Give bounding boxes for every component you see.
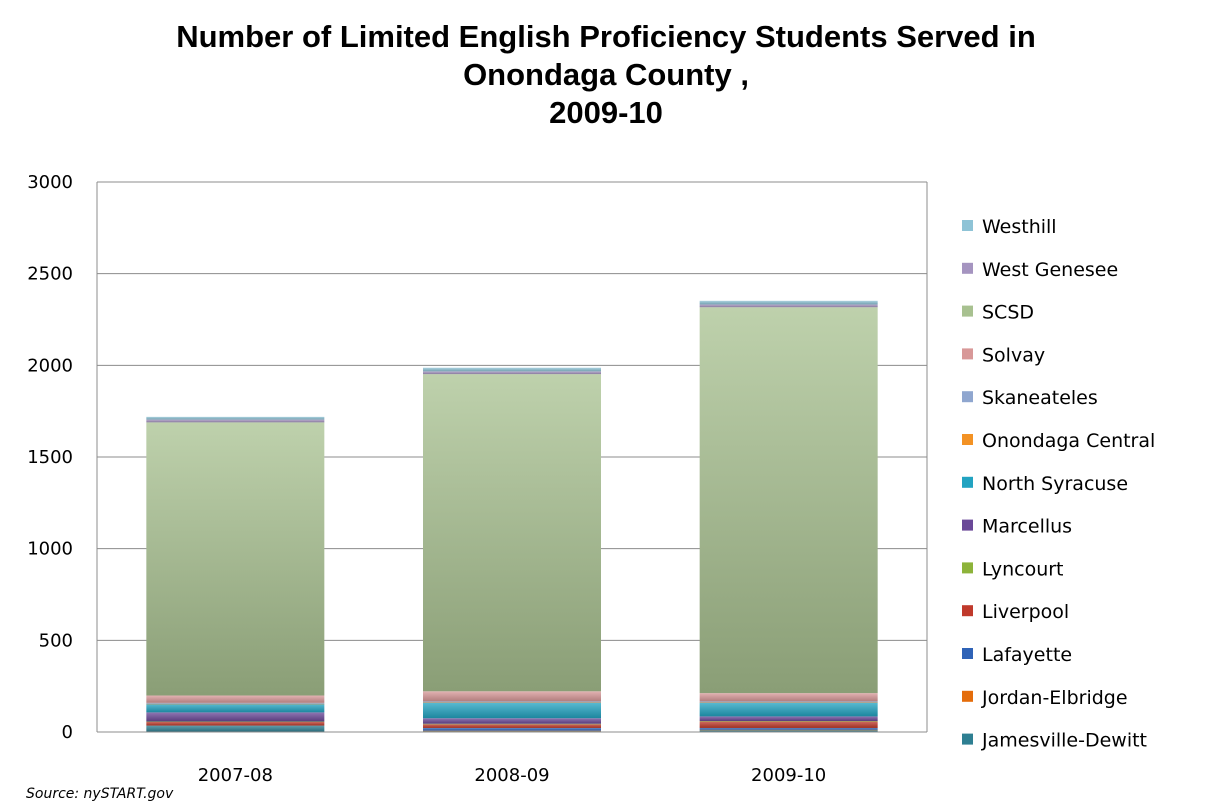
bar-segment-marcellus-2007-08 (146, 712, 325, 722)
bar-segment-north-syracuse-2008-09 (423, 702, 601, 719)
bar-segment-solvay-2007-08 (146, 695, 325, 703)
legend-label: Jordan-Elbridge (981, 687, 1128, 709)
legend-label: Liverpool (982, 601, 1069, 623)
bar-segment-scsd-2007-08 (146, 422, 325, 696)
bar-segment-liverpool-2009-10 (699, 721, 878, 728)
source-note: Source: nySTART.gov (26, 786, 174, 802)
y-axis-ticks: 0 500 1000 1500 2000 2500 3000 (27, 172, 73, 743)
bar-segment-lyncourt-2008-09 (423, 723, 601, 725)
chart-title-line-1: Number of Limited English Proficiency St… (176, 19, 1036, 54)
bar-segment-liverpool-2008-09 (423, 724, 601, 728)
legend-swatch (962, 262, 973, 274)
legend-item-lafayette: Lafayette (962, 644, 1072, 666)
bar-segment-jamesville-dewitt-2009-10 (699, 730, 878, 732)
legend-swatch (962, 733, 973, 745)
bar-segment-lyncourt-2009-10 (699, 721, 878, 722)
legend-swatch (962, 391, 973, 403)
legend-label: Onondaga Central (982, 430, 1155, 452)
y-tick-label: 1000 (27, 539, 73, 560)
legend-item-lyncourt: Lyncourt (962, 558, 1064, 580)
y-tick-label: 500 (39, 630, 73, 651)
y-tick-label: 2000 (27, 355, 73, 376)
bar-segment-westhill-2007-08 (146, 416, 325, 420)
legend-item-onondaga-central: Onondaga Central (962, 430, 1155, 452)
bar-segment-lafayette-2008-09 (423, 727, 601, 731)
legend-swatch (962, 434, 973, 445)
y-tick-label: 3000 (27, 172, 73, 193)
legend-item-westhill: Westhill (962, 216, 1057, 238)
bar-segment-westhill-2009-10 (699, 300, 878, 305)
y-tick-label: 2500 (27, 264, 73, 285)
legend-label: Jamesville-Dewitt (981, 730, 1147, 752)
legend-item-jamesville-dewitt: Jamesville-Dewitt (962, 730, 1147, 752)
bar-group (146, 300, 878, 732)
bar-segment-jordan-elbridge-2008-09 (423, 730, 601, 732)
bar-segment-skaneateles-2007-08 (146, 702, 325, 704)
axes (96, 182, 928, 733)
legend-label: Lafayette (982, 644, 1072, 666)
legend-label: Westhill (982, 216, 1057, 238)
bar-segment-skaneateles-2008-09 (423, 701, 601, 703)
legend-item-skaneateles: Skaneateles (962, 387, 1098, 409)
chart-title-line-2: Onondaga County , (463, 57, 749, 92)
bar-segment-scsd-2009-10 (699, 307, 878, 694)
bar-segment-solvay-2009-10 (699, 693, 878, 702)
bar-segment-scsd-2008-09 (423, 374, 601, 692)
bar-segment-marcellus-2008-09 (423, 718, 601, 724)
legend-swatch (962, 220, 973, 231)
bar-segment-jordan-elbridge-2009-10 (699, 729, 878, 731)
legend-item-liverpool: Liverpool (962, 601, 1069, 623)
legend-label: Marcellus (982, 516, 1072, 538)
legend-swatch (962, 519, 973, 531)
bar-segment-westhill-2008-09 (423, 367, 601, 372)
legend-label: SCSD (982, 302, 1034, 324)
bar-segment-north-syracuse-2007-08 (146, 704, 325, 713)
legend-item-scsd: SCSD (962, 302, 1034, 324)
legend-label: Skaneateles (982, 387, 1098, 409)
legend-item-marcellus: Marcellus (962, 516, 1072, 538)
chart-title-line-3: 2009-10 (549, 95, 663, 130)
legend-swatch (962, 605, 973, 617)
legend: Westhill West Genesee SCSD Solvay Skaneatele… (962, 216, 1155, 752)
bar-segment-skaneateles-2009-10 (699, 701, 878, 703)
legend-label: Solvay (982, 344, 1045, 366)
x-tick-label: 2007-08 (198, 765, 273, 786)
legend-item-jordan-elbridge: Jordan-Elbridge (962, 687, 1128, 709)
x-tick-label: 2009-10 (751, 765, 826, 786)
legend-swatch (962, 648, 973, 659)
bar-segment-west-genesee-2007-08 (146, 419, 325, 423)
legend-label: Lyncourt (982, 558, 1064, 580)
bar-stack-2007-08 (146, 416, 325, 732)
legend-item-west-genesee: West Genesee (962, 259, 1118, 281)
bar-segment-jamesville-dewitt-2007-08 (146, 725, 325, 732)
legend-swatch (962, 562, 973, 574)
legend-label: West Genesee (982, 259, 1118, 281)
legend-swatch (962, 348, 973, 360)
legend-swatch (962, 476, 973, 488)
legend-swatch (962, 305, 973, 317)
bar-segment-onondaga-central-2009-10 (699, 702, 878, 703)
bar-segment-lafayette-2009-10 (699, 727, 878, 730)
legend-label: North Syracuse (982, 473, 1128, 495)
x-tick-label: 2008-09 (474, 765, 549, 786)
y-tick-label: 0 (62, 722, 73, 743)
bar-segment-onondaga-central-2008-09 (423, 702, 601, 703)
bar-segment-west-genesee-2009-10 (699, 304, 878, 308)
legend-item-solvay: Solvay (962, 344, 1045, 366)
bar-segment-solvay-2008-09 (423, 691, 601, 702)
bar-segment-west-genesee-2008-09 (423, 371, 601, 375)
x-axis-ticks: 2007-08 2008-09 2009-10 (198, 765, 827, 786)
bar-stack-2009-10 (699, 300, 878, 732)
legend-item-north-syracuse: North Syracuse (962, 473, 1128, 495)
bar-segment-onondaga-central-2007-08 (146, 703, 325, 705)
bar-segment-lyncourt-2007-08 (146, 721, 325, 723)
legend-swatch (962, 690, 973, 702)
bar-stack-2008-09 (423, 367, 601, 732)
bar-segment-marcellus-2009-10 (699, 716, 878, 721)
bar-segment-liverpool-2007-08 (146, 721, 325, 726)
y-tick-label: 1500 (27, 447, 73, 468)
bar-segment-north-syracuse-2009-10 (699, 702, 878, 717)
chart-title: Number of Limited English Proficiency St… (0, 18, 1212, 132)
